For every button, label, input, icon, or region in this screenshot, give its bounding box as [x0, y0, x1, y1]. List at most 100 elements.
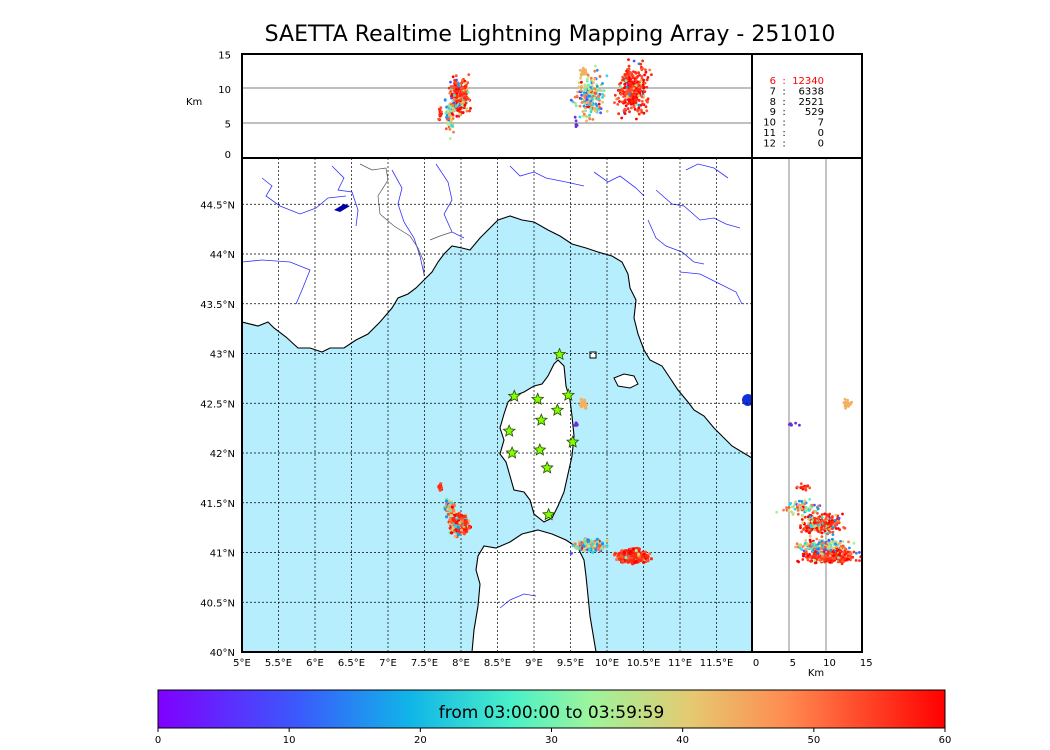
lightning-source-dot	[463, 103, 467, 107]
lightning-source-dot	[825, 513, 829, 516]
lightning-source-dot	[804, 525, 808, 528]
lightning-source-dot	[452, 98, 456, 101]
lightning-source-dot	[450, 520, 454, 524]
lightning-source-dot	[447, 104, 451, 107]
lightning-source-dot	[464, 81, 467, 85]
count-value: 0	[818, 128, 824, 139]
lightning-source-dot	[464, 520, 468, 524]
count-separator: :	[782, 128, 785, 139]
lightning-source-dot	[809, 515, 812, 519]
lightning-source-dot	[803, 502, 806, 506]
lightning-source-dot	[585, 119, 588, 123]
lightning-source-dot	[642, 86, 646, 90]
sea-area	[242, 215, 752, 652]
lightning-source-dot	[584, 406, 588, 410]
altitude-tick-label: 5	[225, 120, 231, 131]
lightning-source-dot	[451, 104, 455, 107]
lightning-source-dot	[833, 518, 837, 522]
lightning-source-dot	[451, 508, 455, 513]
lightning-source-dot	[581, 110, 585, 113]
lightning-source-dot	[841, 512, 844, 516]
lightning-source-dot	[626, 95, 629, 98]
side-tick-label: 0	[753, 658, 759, 669]
lightning-source-dot	[646, 97, 650, 101]
lightning-source-dot	[629, 547, 633, 551]
lightning-source-dot	[820, 525, 823, 529]
lightning-source-dot	[644, 68, 647, 72]
lightning-source-dot	[578, 68, 582, 72]
lightning-source-dot	[834, 524, 837, 527]
lightning-source-dot	[462, 530, 466, 534]
lightning-source-dot	[800, 485, 804, 489]
lightning-source-dot	[576, 90, 579, 94]
lightning-source-dot	[637, 103, 641, 107]
lightning-source-dot	[624, 556, 628, 560]
lightning-source-dot	[591, 118, 595, 121]
lightning-source-dot	[806, 554, 810, 558]
lightning-source-dot	[806, 558, 810, 562]
lightning-source-dot	[813, 559, 816, 562]
lightning-source-dot	[646, 100, 649, 104]
lightning-source-dot	[574, 104, 578, 108]
lightning-source-dot	[623, 82, 627, 86]
lightning-source-dot	[838, 552, 842, 555]
lightning-source-dot	[840, 559, 844, 563]
lightning-source-dot	[797, 503, 800, 507]
lightning-source-dot	[642, 111, 646, 115]
lightning-source-dot	[812, 552, 816, 556]
lightning-source-dot	[623, 73, 627, 77]
lightning-source-dot	[602, 89, 606, 92]
lat-tick-label: 41°N	[210, 549, 235, 560]
lightning-source-dot	[823, 545, 827, 549]
lightning-source-dot	[834, 542, 837, 546]
lightning-source-dot	[618, 557, 622, 561]
lightning-source-dot	[797, 499, 801, 503]
lightning-source-dot	[644, 105, 648, 109]
lightning-source-dot	[455, 87, 458, 91]
lightning-source-dot	[581, 70, 584, 74]
lightning-source-dot	[584, 88, 587, 92]
chart-title: SAETTA Realtime Lightning Mapping Array …	[264, 22, 836, 47]
lightning-source-dot	[587, 83, 591, 87]
lightning-source-dot	[583, 83, 587, 87]
lat-tick-label: 41.5°N	[200, 499, 235, 510]
lightning-source-dot	[598, 75, 602, 78]
lightning-source-dot	[455, 95, 459, 98]
lightning-source-dot	[459, 524, 463, 528]
lightning-source-dot	[827, 542, 830, 545]
station-star-icon	[530, 392, 545, 405]
colorbar-label: from 03:00:00 to 03:59:59	[438, 703, 665, 723]
lightning-source-dot	[626, 107, 630, 111]
lightning-source-dot	[601, 96, 604, 99]
count-value: 0	[818, 138, 824, 149]
lightning-source-dot	[584, 541, 588, 546]
lightning-source-dot	[464, 98, 468, 101]
lightning-source-dot	[631, 562, 635, 566]
lightning-source-dot	[582, 98, 586, 102]
station-star-icon	[541, 507, 556, 521]
lightning-source-dot	[808, 544, 812, 548]
lightning-source-dot	[451, 75, 455, 79]
lightning-source-dot	[445, 116, 448, 119]
lightning-source-dot	[796, 545, 799, 549]
lightning-source-dot	[452, 101, 456, 105]
lightning-source-dot	[808, 486, 812, 490]
lightning-source-dot	[624, 92, 627, 96]
lightning-source-dot	[830, 521, 833, 525]
lightning-source-dot	[827, 558, 830, 561]
colorbar-tick-label: 0	[155, 735, 161, 746]
lightning-source-dot	[804, 509, 808, 513]
lightning-source-dot	[597, 102, 601, 106]
lightning-source-dot	[623, 112, 627, 115]
lightning-source-dot	[574, 101, 577, 105]
lightning-source-dot	[460, 90, 464, 94]
lightning-source-dot	[450, 94, 453, 98]
lightning-source-dot	[815, 537, 819, 541]
lightning-source-dot	[452, 516, 456, 521]
lightning-source-dot	[806, 515, 810, 519]
lightning-source-dot	[805, 529, 808, 533]
lightning-source-dot	[815, 547, 819, 551]
lightning-source-dot	[799, 482, 803, 486]
lightning-source-dot	[793, 507, 797, 511]
lightning-source-dot	[579, 76, 582, 80]
